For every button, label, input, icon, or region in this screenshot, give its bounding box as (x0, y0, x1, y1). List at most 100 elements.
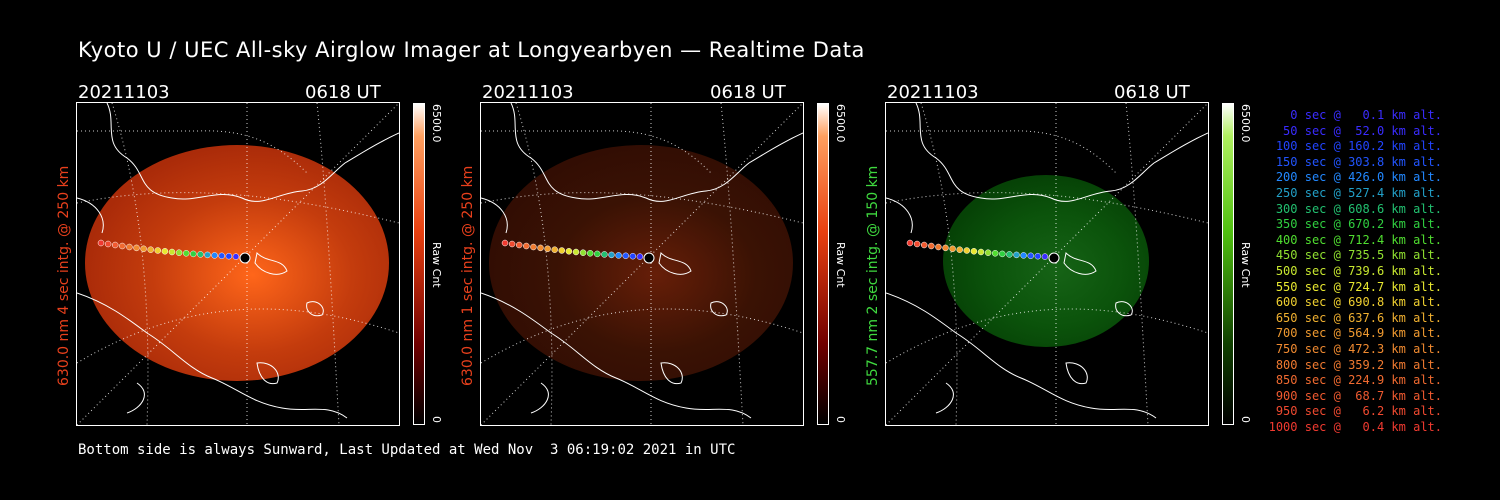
trajectory-point (920, 241, 928, 249)
panel-2-colorbar (817, 103, 829, 425)
trajectory-point (1013, 251, 1020, 259)
trajectory-point (225, 252, 233, 260)
trajectory-point (204, 251, 211, 259)
legend-entry: 200 sec @ 426.0 km alt. (1275, 170, 1442, 185)
panel-3-ylabel: 557.7 nm 2 sec intg. @ 150 km (865, 165, 881, 386)
panel-3-cbar-min: 0 (1239, 416, 1252, 423)
trajectory-point (232, 253, 240, 260)
legend-entry: 250 sec @ 527.4 km alt. (1275, 185, 1442, 200)
panel-2-cbar-min: 0 (834, 416, 847, 423)
panel-3-colorbar (1222, 103, 1234, 425)
trajectory-point (928, 242, 935, 250)
legend-entry: 600 sec @ 690.8 km alt. (1275, 295, 1442, 310)
trajectory-point (977, 248, 985, 256)
legend-entry: 550 sec @ 724.7 km alt. (1275, 279, 1442, 294)
trajectory-point (147, 246, 154, 253)
trajectory-point (119, 242, 126, 250)
trajectory-point (579, 249, 587, 256)
panel-3-cbar-max: 6500.0 (1239, 104, 1252, 143)
legend-entry: 400 sec @ 712.4 km alt. (1275, 232, 1442, 247)
trajectory-point (565, 248, 573, 255)
trajectory-point (515, 241, 523, 249)
trajectory-point (991, 250, 999, 257)
trajectory-point (942, 244, 949, 252)
trajectory-point (913, 240, 921, 248)
panel-3-cbar-label: Raw Cnt (1239, 242, 1252, 288)
panel-2-time: 0618 UT (710, 82, 786, 103)
station-marker (239, 252, 251, 264)
panel-1-ylabel: 630.0 nm 4 sec intg. @ 250 km (56, 165, 72, 386)
trajectory-point (615, 252, 622, 259)
trajectory-point (963, 247, 971, 254)
trajectory-point (956, 246, 963, 253)
panel-1-image (76, 102, 400, 426)
panel-2-svg (481, 103, 803, 425)
trajectory-point (218, 252, 225, 260)
legend-entry: 900 sec @ 68.7 km alt. (1275, 388, 1442, 403)
legend-entry: 0 sec @ 0.1 km alt. (1290, 108, 1442, 122)
legend-entry: 850 sec @ 224.9 km alt. (1275, 373, 1442, 388)
trajectory-point (182, 250, 190, 257)
panel-2-cbar-max: 6500.0 (834, 104, 847, 143)
trajectory-point (126, 243, 133, 251)
panel-1-cbar-label: Raw Cnt (430, 242, 443, 288)
panel-2-cbar-label: Raw Cnt (834, 242, 847, 288)
sky-image (943, 175, 1149, 347)
trajectory-point (168, 248, 176, 256)
trajectory-point (530, 243, 537, 251)
trajectory-point (190, 250, 197, 258)
trajectory-point (906, 239, 914, 247)
legend-entry: 800 sec @ 359.2 km alt. (1275, 357, 1442, 372)
trajectory-point (558, 247, 566, 254)
trajectory-point (586, 250, 594, 257)
footer-status: Bottom side is always Sunward, Last Upda… (78, 442, 736, 458)
trajectory-point (501, 239, 509, 247)
legend-entry: 700 sec @ 564.9 km alt. (1275, 326, 1442, 341)
trajectory-point (161, 248, 169, 255)
sky-image (85, 145, 389, 381)
trajectory-point (608, 251, 615, 259)
legend-entry: 350 sec @ 670.2 km alt. (1275, 217, 1442, 232)
page-title: Kyoto U / UEC All-sky Airglow Imager at … (78, 38, 865, 62)
panel-3-date: 20211103 (887, 82, 979, 103)
station-marker (643, 252, 655, 264)
trajectory-point (935, 243, 942, 251)
legend-entry: 1000 sec @ 0.4 km alt. (1268, 419, 1442, 434)
panel-1-cbar-max: 6500.0 (430, 104, 443, 143)
legend-entry: 450 sec @ 735.5 km alt. (1275, 248, 1442, 263)
trajectory-point (211, 252, 218, 259)
trajectory-point (970, 248, 978, 255)
trajectory-point (1034, 252, 1042, 260)
panel-2-date: 20211103 (482, 82, 574, 103)
trajectory-point (1027, 252, 1034, 260)
panel-1-colorbar (413, 103, 425, 425)
trajectory-point (949, 245, 956, 253)
panel-3-image (885, 102, 1209, 426)
trajectory-point (1020, 252, 1027, 259)
legend-entry: 150 sec @ 303.8 km alt. (1275, 154, 1442, 169)
trajectory-point (636, 253, 644, 260)
trajectory-point (140, 245, 147, 253)
trajectory-point (523, 242, 530, 250)
trajectory-point (544, 245, 551, 253)
trajectory-point (104, 240, 112, 248)
trajectory-point (111, 241, 119, 249)
trajectory-point (984, 249, 992, 256)
panel-3-svg (886, 103, 1208, 425)
trajectory-point (601, 251, 608, 258)
trajectory-point (197, 251, 204, 258)
panel-1-cbar-min: 0 (430, 416, 443, 423)
trajectory-point (1006, 251, 1013, 258)
panel-1-svg (77, 103, 399, 425)
legend-entry: 750 sec @ 472.3 km alt. (1275, 341, 1442, 356)
trajectory-point (537, 244, 544, 252)
panel-1-date: 20211103 (78, 82, 170, 103)
station-marker (1048, 252, 1060, 264)
trajectory-point (175, 249, 183, 256)
sky-image (489, 145, 793, 381)
legend-entry: 950 sec @ 6.2 km alt. (1275, 404, 1442, 419)
legend-entry: 100 sec @ 160.2 km alt. (1275, 139, 1442, 154)
trajectory-point (508, 240, 516, 248)
trajectory-point (572, 248, 580, 256)
trajectory-point (551, 246, 558, 253)
